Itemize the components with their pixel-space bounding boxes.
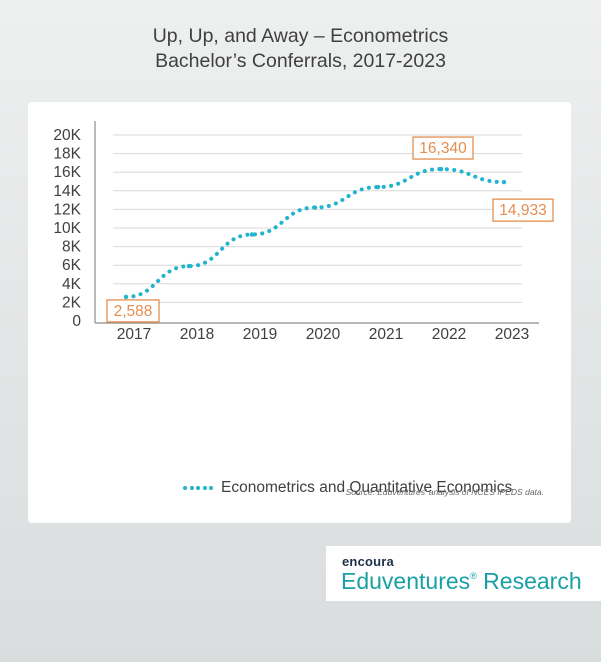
data-point <box>501 179 507 185</box>
y-tick-label: 4K <box>62 276 82 293</box>
x-tick-label: 2022 <box>432 326 466 343</box>
y-tick-label: 0 <box>72 313 81 330</box>
brand-logo: encoura Eduventures® Research <box>326 546 601 601</box>
source-note: Source: Eduventures’ analysis of NCES IP… <box>345 487 544 497</box>
chart-title-line-2: Bachelor’s Conferrals, 2017-2023 <box>155 50 446 72</box>
data-point <box>123 294 129 300</box>
y-tick-label: 10K <box>53 220 81 237</box>
y-tick-label: 14K <box>53 183 81 200</box>
brand-eduventures: Eduventures® Research <box>341 568 582 595</box>
x-tick-label: 2017 <box>117 326 151 343</box>
y-tick-label: 6K <box>62 257 82 274</box>
y-tick-label: 8K <box>62 239 82 256</box>
chart-card: 0 2K 4K 6K 8K 10K 12K 14K 16K 18K 20K 2017 2018 2019 2… <box>28 102 571 523</box>
legend-label: Econometrics and Quantitative Economics <box>221 479 513 496</box>
y-tick-label: 12K <box>53 201 81 218</box>
brand-encoura: encoura <box>342 554 394 569</box>
chart-title: Up, Up, and Away – Econometrics Bachelor… <box>0 24 601 74</box>
data-point <box>438 166 444 172</box>
legend-swatch <box>183 486 213 490</box>
x-tick-label: 2020 <box>306 326 341 343</box>
data-label: 16,340 <box>419 140 467 157</box>
x-tick-label: 2018 <box>180 326 214 343</box>
brand-name: Eduventures <box>341 568 471 594</box>
y-tick-label: 20K <box>53 127 81 144</box>
data-label-box <box>412 136 474 160</box>
data-point <box>249 232 255 237</box>
y-tick-label: 16K <box>53 164 81 181</box>
x-tick-label: 2023 <box>495 326 529 343</box>
data-point <box>186 263 192 269</box>
data-label: 14,933 <box>499 202 546 219</box>
brand-suffix: Research <box>476 568 582 594</box>
data-label: 2,588 <box>114 303 153 320</box>
data-point <box>312 205 318 210</box>
data-label-box <box>492 198 554 222</box>
data-label-box <box>106 299 160 323</box>
x-tick-label: 2021 <box>369 326 403 343</box>
x-tick-label: 2019 <box>243 326 277 343</box>
brand-mark: ® <box>470 571 477 581</box>
chart-title-line-1: Up, Up, and Away – Econometrics <box>152 25 449 47</box>
legend: Econometrics and Quantitative Economics <box>183 478 512 498</box>
y-tick-label: 18K <box>53 146 81 163</box>
y-tick-label: 2K <box>62 294 82 311</box>
data-point <box>375 184 381 190</box>
series-line <box>124 167 506 299</box>
